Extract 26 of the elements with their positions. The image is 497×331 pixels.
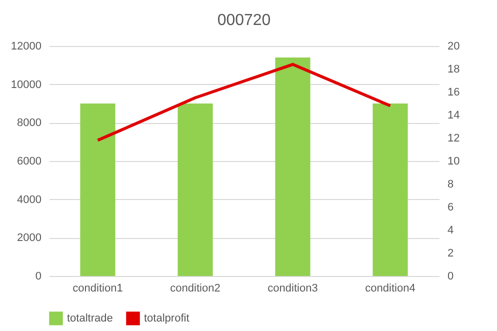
y-tick-label: 10000 [10,78,42,91]
line-series [96,62,392,142]
y2-tick-label: 4 [448,224,454,236]
legend-label: totalprofit [144,312,190,324]
y2-tick-label: 18 [448,64,460,76]
y2-tick-label: 12 [448,132,460,144]
y2-tick-label: 16 [448,86,460,98]
x-tick-label: condition4 [365,282,416,294]
y2-tick-label: 8 [448,178,454,190]
y2-tick-label: 14 [448,110,460,122]
x-tick-label: condition3 [268,282,318,294]
y2-tick-label: 6 [448,202,454,214]
x-tick-label: condition2 [170,282,220,294]
y-tick-label: 2000 [17,232,42,244]
y2-tick-label: 0 [448,270,454,282]
y2-tick-label: 20 [448,40,460,52]
legend-label: totaltrade [67,312,113,324]
y2-tick-label: 2 [448,248,454,260]
y-tick-label: 6000 [17,156,42,168]
chart-title: 000720 [217,12,271,29]
y-tick-label: 4000 [17,194,42,206]
y-tick-label: 0 [35,270,42,282]
y-tick-label: 12000 [10,40,42,52]
x-tick-label: condition1 [72,282,123,294]
y-tick-label: 8000 [17,117,42,130]
y2-tick-label: 10 [448,156,460,168]
